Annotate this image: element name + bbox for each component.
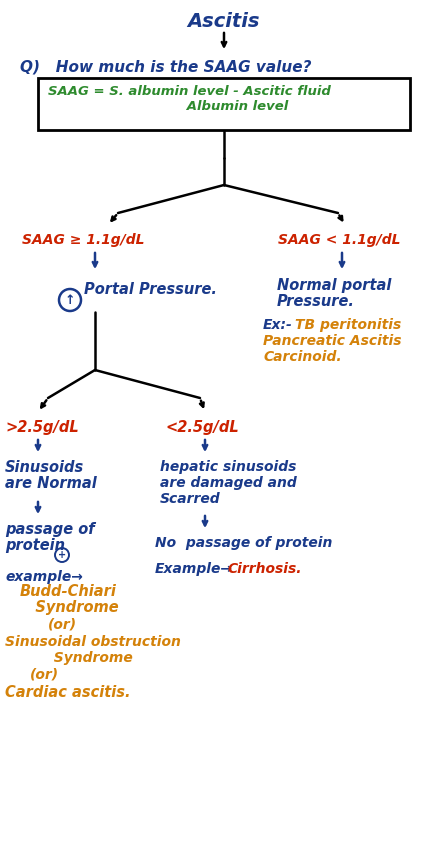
Text: (or): (or) bbox=[48, 618, 77, 632]
Text: Normal portal: Normal portal bbox=[277, 278, 392, 293]
FancyBboxPatch shape bbox=[38, 78, 410, 130]
Text: <2.5g/dL: <2.5g/dL bbox=[165, 420, 239, 435]
Text: Budd-Chiari: Budd-Chiari bbox=[20, 584, 117, 599]
Text: are damaged and: are damaged and bbox=[160, 476, 297, 490]
Text: Cirrhosis.: Cirrhosis. bbox=[228, 562, 302, 576]
Text: Example→: Example→ bbox=[155, 562, 233, 576]
Text: Pressure.: Pressure. bbox=[277, 294, 355, 309]
Text: Syndrome: Syndrome bbox=[20, 600, 119, 615]
Text: example→: example→ bbox=[5, 570, 83, 584]
Text: SAAG < 1.1g/dL: SAAG < 1.1g/dL bbox=[278, 233, 401, 247]
Text: Ex:-: Ex:- bbox=[263, 318, 293, 332]
Text: SAAG = S. albumin level - Ascitic fluid: SAAG = S. albumin level - Ascitic fluid bbox=[48, 85, 331, 98]
Text: Syndrome: Syndrome bbox=[5, 651, 133, 665]
Text: >2.5g/dL: >2.5g/dL bbox=[5, 420, 79, 435]
Text: (or): (or) bbox=[30, 668, 59, 682]
Text: +: + bbox=[58, 550, 66, 560]
Text: passage of: passage of bbox=[5, 522, 95, 537]
Text: Ascitis: Ascitis bbox=[188, 12, 260, 31]
Text: Pancreatic Ascitis: Pancreatic Ascitis bbox=[263, 334, 401, 348]
Text: SAAG ≥ 1.1g/dL: SAAG ≥ 1.1g/dL bbox=[22, 233, 145, 247]
Text: No  passage of protein: No passage of protein bbox=[155, 536, 332, 550]
Text: TB peritonitis: TB peritonitis bbox=[295, 318, 401, 332]
Text: ↑: ↑ bbox=[65, 293, 75, 306]
Text: hepatic sinusoids: hepatic sinusoids bbox=[160, 460, 297, 474]
Text: protein: protein bbox=[5, 538, 65, 553]
Text: Sinusoidal obstruction: Sinusoidal obstruction bbox=[5, 635, 181, 649]
Text: Albumin level: Albumin level bbox=[48, 100, 288, 113]
Text: Portal Pressure.: Portal Pressure. bbox=[84, 282, 217, 297]
Text: Sinusoids: Sinusoids bbox=[5, 460, 84, 475]
Text: are Normal: are Normal bbox=[5, 476, 97, 491]
Text: Q)   How much is the SAAG value?: Q) How much is the SAAG value? bbox=[20, 60, 311, 75]
Text: Cardiac ascitis.: Cardiac ascitis. bbox=[5, 685, 130, 700]
Text: Carcinoid.: Carcinoid. bbox=[263, 350, 342, 364]
Text: Scarred: Scarred bbox=[160, 492, 220, 506]
